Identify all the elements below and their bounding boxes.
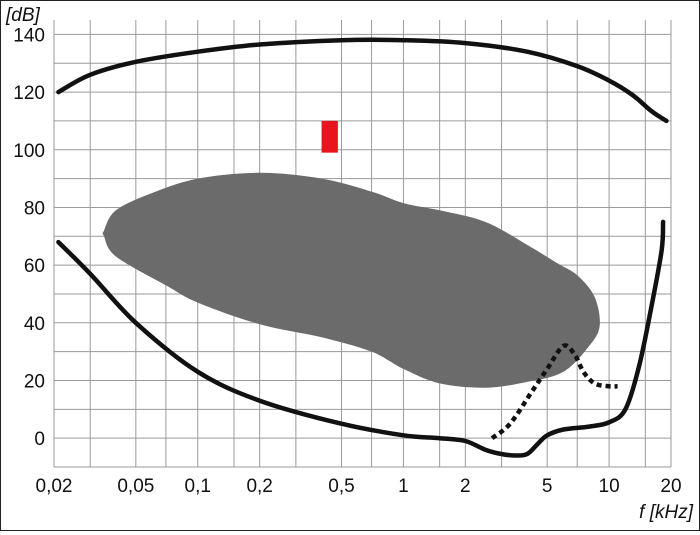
y-tick-label: 140	[13, 25, 45, 46]
y-tick-label: 20	[24, 371, 45, 392]
y-tick-label: 100	[13, 141, 45, 162]
x-tick-label: 0,2	[246, 476, 272, 497]
x-axis-label: f [kHz]	[639, 502, 694, 523]
y-tick-label: 0	[34, 429, 45, 450]
series-line-2	[56, 219, 666, 458]
y-tick-label: 60	[24, 256, 45, 277]
x-tick-label: 5	[542, 476, 553, 497]
y-axis-label: [dB]	[5, 5, 41, 26]
x-tick-label: 10	[599, 476, 620, 497]
x-tick-label: 2	[460, 476, 471, 497]
gray-region-layer	[102, 172, 600, 388]
series-line-1	[56, 37, 669, 124]
x-tick-label: 0,05	[117, 476, 154, 497]
x-tick-label: 1	[398, 476, 409, 497]
gray-region	[102, 172, 600, 388]
y-tick-label: 80	[24, 198, 45, 219]
y-tick-label: 120	[13, 83, 45, 104]
red-marker-layer	[321, 120, 338, 153]
x-tick-label: 20	[660, 476, 681, 497]
y-tick-labels: 0 20 40 60 80 100 120 140	[13, 25, 45, 450]
y-tick-label: 40	[24, 314, 45, 335]
x-tick-labels: 0,02 0,05 0,1 0,2 0,5 1 2 5 10 20	[36, 476, 682, 497]
x-tick-label: 0,1	[185, 476, 211, 497]
x-tick-label: 0,02	[36, 476, 73, 497]
red-marker	[321, 120, 338, 153]
series-layer	[56, 37, 669, 458]
x-tick-label: 0,5	[328, 476, 354, 497]
